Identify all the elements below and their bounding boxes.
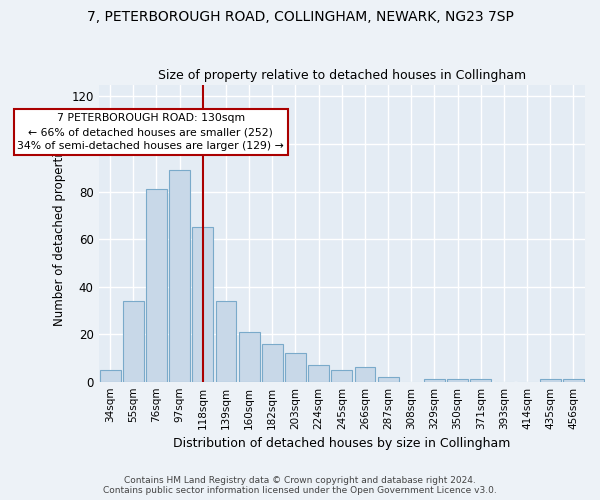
Bar <box>563 380 584 382</box>
Bar <box>308 365 329 382</box>
Bar <box>285 353 306 382</box>
Bar <box>146 189 167 382</box>
Bar <box>355 368 376 382</box>
Text: 7, PETERBOROUGH ROAD, COLLINGHAM, NEWARK, NG23 7SP: 7, PETERBOROUGH ROAD, COLLINGHAM, NEWARK… <box>86 10 514 24</box>
Bar <box>447 380 468 382</box>
Y-axis label: Number of detached properties: Number of detached properties <box>53 140 66 326</box>
Bar <box>123 301 144 382</box>
Bar <box>239 332 260 382</box>
Title: Size of property relative to detached houses in Collingham: Size of property relative to detached ho… <box>158 69 526 82</box>
Bar <box>262 344 283 382</box>
Bar <box>331 370 352 382</box>
Bar <box>377 377 398 382</box>
Text: Contains HM Land Registry data © Crown copyright and database right 2024.
Contai: Contains HM Land Registry data © Crown c… <box>103 476 497 495</box>
Bar <box>100 370 121 382</box>
Bar <box>470 380 491 382</box>
X-axis label: Distribution of detached houses by size in Collingham: Distribution of detached houses by size … <box>173 437 511 450</box>
Bar <box>193 227 213 382</box>
Text: 7 PETERBOROUGH ROAD: 130sqm
← 66% of detached houses are smaller (252)
34% of se: 7 PETERBOROUGH ROAD: 130sqm ← 66% of det… <box>17 113 284 151</box>
Bar <box>169 170 190 382</box>
Bar <box>215 301 236 382</box>
Bar <box>424 380 445 382</box>
Bar <box>540 380 560 382</box>
